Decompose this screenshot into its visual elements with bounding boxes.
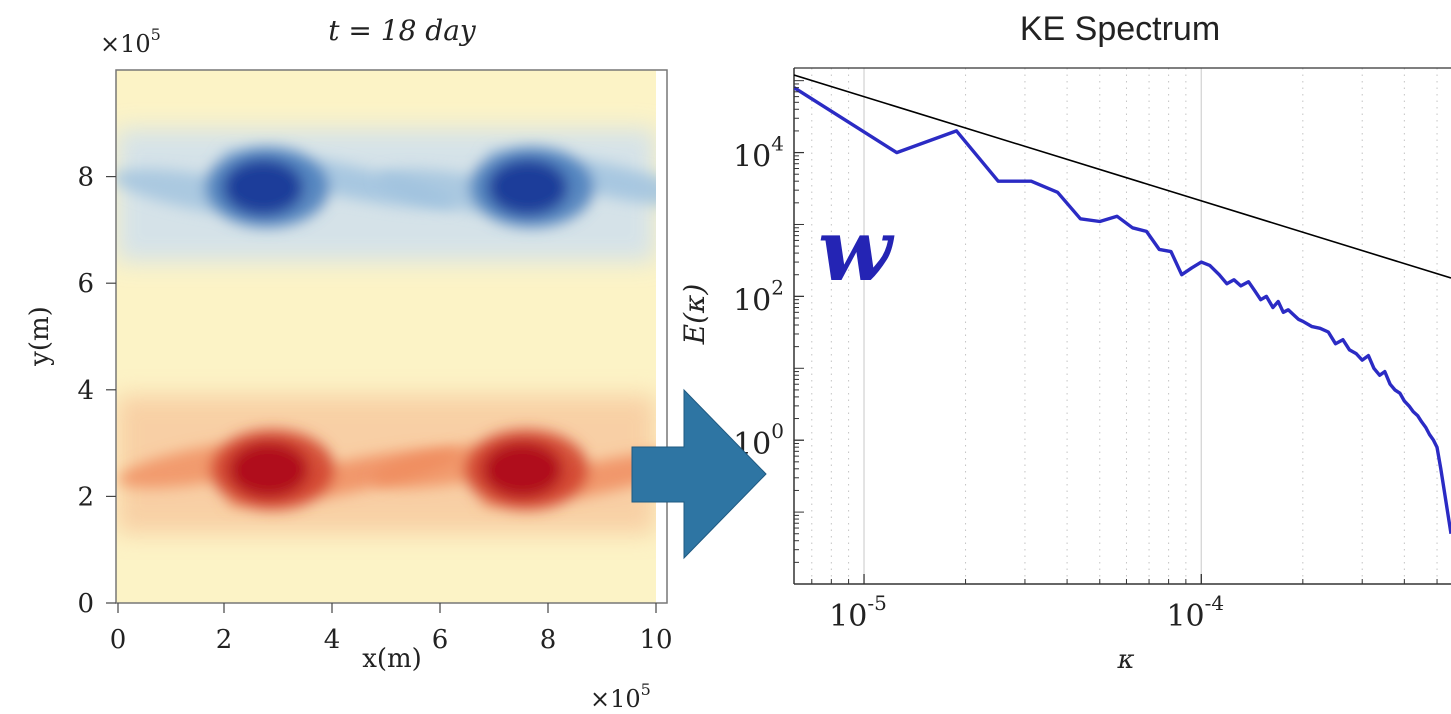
right-arrow-icon	[631, 388, 767, 560]
heatmap-vortex-positive	[371, 429, 656, 510]
spectrum-y-axis-label: E(κ)	[678, 284, 711, 346]
heatmap-y-tick-label: 6	[77, 269, 94, 299]
heatmap-vortex-negative	[377, 147, 656, 228]
heatmap-vortex-positive	[117, 429, 462, 510]
heatmap-y-tick-label: 8	[77, 163, 94, 193]
heatmap-frame	[115, 69, 668, 604]
heatmap-field	[116, 128, 656, 534]
spectrum-x-ticks: 10-5 10-4	[811, 574, 1438, 634]
heatmap-x-tick-label: 0	[110, 625, 127, 655]
heatmap-y-tick-label: 0	[77, 589, 94, 619]
spectrum-y-tick-label: 104	[733, 132, 784, 175]
heatmap-x-tick-label: 8	[540, 625, 557, 655]
spectrum-y-tick-label: 102	[733, 275, 784, 318]
heatmap-y-ticks: 0 2 4 6 8	[77, 163, 116, 619]
heatmap-x-tick-label: 6	[432, 625, 449, 655]
heatmap-title: t = 18 day	[328, 14, 477, 47]
heatmap-x-ticks: 0 2 4 6 8 10	[110, 603, 673, 655]
spectrum-grid	[811, 68, 1438, 584]
spectrum-x-tick-label: 10-4	[1166, 591, 1224, 634]
spectrum-plot-area	[794, 68, 1451, 584]
spectrum-title: KE Spectrum	[1020, 10, 1220, 48]
heatmap-vortex-negative	[116, 147, 457, 228]
spectrum-series-line	[794, 86, 1451, 534]
spectrum-annotation: w	[818, 200, 895, 301]
heatmap-y-tick-label: 2	[77, 482, 94, 512]
spectrum-x-tick-label: 10-5	[829, 591, 887, 634]
spectrum-x-axis-label: κ	[1116, 645, 1134, 675]
heatmap-x-axis-label: x(m)	[362, 644, 422, 674]
heatmap-x-tick-label: 10	[639, 625, 672, 655]
spectrum-series	[794, 74, 1451, 534]
heatmap-x-tick-label: 4	[324, 625, 341, 655]
heatmap-y-axis-label: y(m)	[25, 306, 55, 367]
heatmap-y-tick-label: 4	[77, 376, 94, 406]
heatmap-x-tick-label: 2	[216, 625, 233, 655]
spectrum-reference-line	[794, 74, 1451, 279]
heatmap-top-exponent: ×105	[100, 25, 161, 58]
heatmap-x-exponent: ×105	[590, 680, 651, 713]
